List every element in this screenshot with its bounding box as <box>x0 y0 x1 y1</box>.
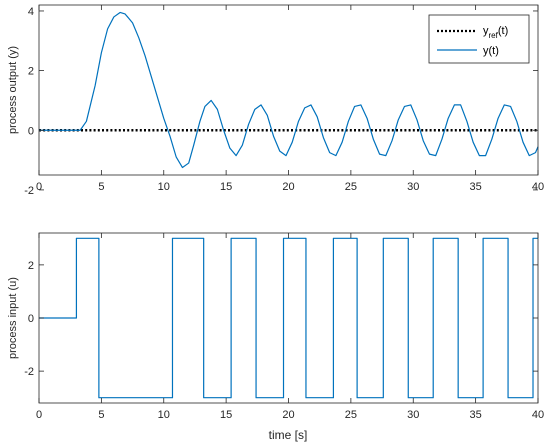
input-y-tick-label: 2 <box>28 260 34 272</box>
output-x-tick-label: 35 <box>470 181 482 193</box>
input-x-tick-label: 5 <box>98 409 104 421</box>
output-series-layer <box>39 11 539 169</box>
input-x-tick-label: 30 <box>407 409 419 421</box>
input-x-tick-label: 10 <box>158 409 170 421</box>
legend-signal-label: y(t) <box>483 45 499 57</box>
legend-reference-main: y <box>483 25 489 37</box>
output-x-tick-label: 10 <box>158 181 170 193</box>
legend-reference-sub: ref <box>489 31 499 40</box>
input-x-tick-label: 0 <box>36 409 42 421</box>
output-x-tick-label: 15 <box>220 181 232 193</box>
output-y-axis-label: process output (y) <box>7 46 19 134</box>
legend-reference-tail: (t) <box>498 25 508 37</box>
input-y-tick-label: -2 <box>24 366 34 378</box>
output-x-tick-label: 20 <box>282 181 294 193</box>
output-x-tick-label: 30 <box>407 181 419 193</box>
output-y-tick-label: 2 <box>28 66 34 78</box>
legend: yref(t) y(t) <box>428 14 530 64</box>
output-series-signal <box>39 11 539 169</box>
output-x-tick-label: 25 <box>345 181 357 193</box>
input-x-tick-label: 20 <box>282 409 294 421</box>
x-axis-label: time [s] <box>269 428 308 442</box>
input-tick-layer: 0 5 10 15 20 25 30 35 40 -2 0 2 <box>24 233 544 421</box>
output-y-tick-label: 0 <box>28 125 34 137</box>
input-panel: 0 5 10 15 20 25 30 35 40 -2 0 2 process input (u) t… <box>7 232 544 442</box>
output-y-tick-label: 4 <box>28 6 34 18</box>
legend-box <box>428 14 530 64</box>
input-y-axis-label: process input (u) <box>7 277 19 359</box>
input-y-tick-label: 0 <box>28 313 34 325</box>
input-x-tick-label: 40 <box>532 409 544 421</box>
input-x-tick-label: 15 <box>220 409 232 421</box>
input-x-tick-label: 25 <box>345 409 357 421</box>
output-x-tick-label: 0 <box>36 181 42 193</box>
output-x-tick-label: 5 <box>98 181 104 193</box>
input-x-tick-label: 35 <box>470 409 482 421</box>
output-x-tick-label: 40 <box>532 181 544 193</box>
input-series-layer <box>39 237 538 399</box>
legend-reference-label: yref(t) <box>483 25 508 40</box>
input-series-signal <box>39 237 538 399</box>
output-y-tick-label: -2 <box>24 185 34 197</box>
